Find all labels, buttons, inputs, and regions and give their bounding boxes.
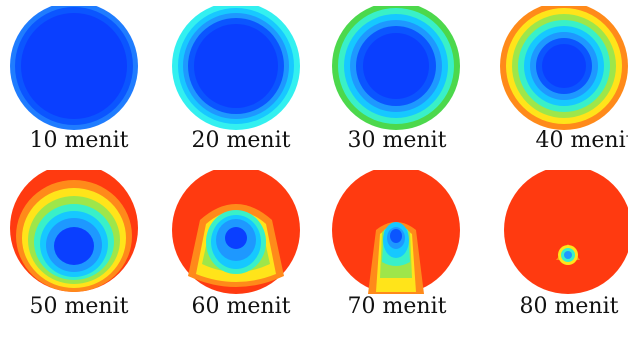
heatmap-circle-20 <box>172 6 300 130</box>
panel-80-menit: 80 menit <box>480 170 628 340</box>
panel-10-menit: 10 menit <box>4 6 154 176</box>
panel-20-menit: 20 menit <box>166 6 316 176</box>
heatmap-circle-60 <box>172 170 300 294</box>
heatmap-circle-50 <box>10 170 138 292</box>
caption-60-menit: 60 menit <box>191 294 291 319</box>
caption-80-menit: 80 menit <box>519 294 619 319</box>
panel-40-menit: 40 menit <box>480 6 628 176</box>
caption-50-menit: 50 menit <box>29 294 129 319</box>
heatmap-circle-30 <box>332 6 460 130</box>
heatmap-circle-80 <box>504 170 628 294</box>
caption-70-menit: 70 menit <box>347 294 447 319</box>
top-crop-bar <box>0 0 628 6</box>
heatmap-circle-70 <box>332 170 460 294</box>
caption-30-menit: 30 menit <box>347 128 447 153</box>
heatmap-circle-10 <box>10 6 138 130</box>
caption-40-menit: 40 menit <box>535 128 628 153</box>
heatmap-circle-40 <box>500 6 628 130</box>
caption-20-menit: 20 menit <box>191 128 291 153</box>
panel-50-menit: 50 menit <box>4 170 154 340</box>
panel-30-menit: 30 menit <box>322 6 472 176</box>
panel-70-menit: 70 menit <box>322 170 472 340</box>
panel-60-menit: 60 menit <box>166 170 316 340</box>
caption-10-menit: 10 menit <box>29 128 129 153</box>
